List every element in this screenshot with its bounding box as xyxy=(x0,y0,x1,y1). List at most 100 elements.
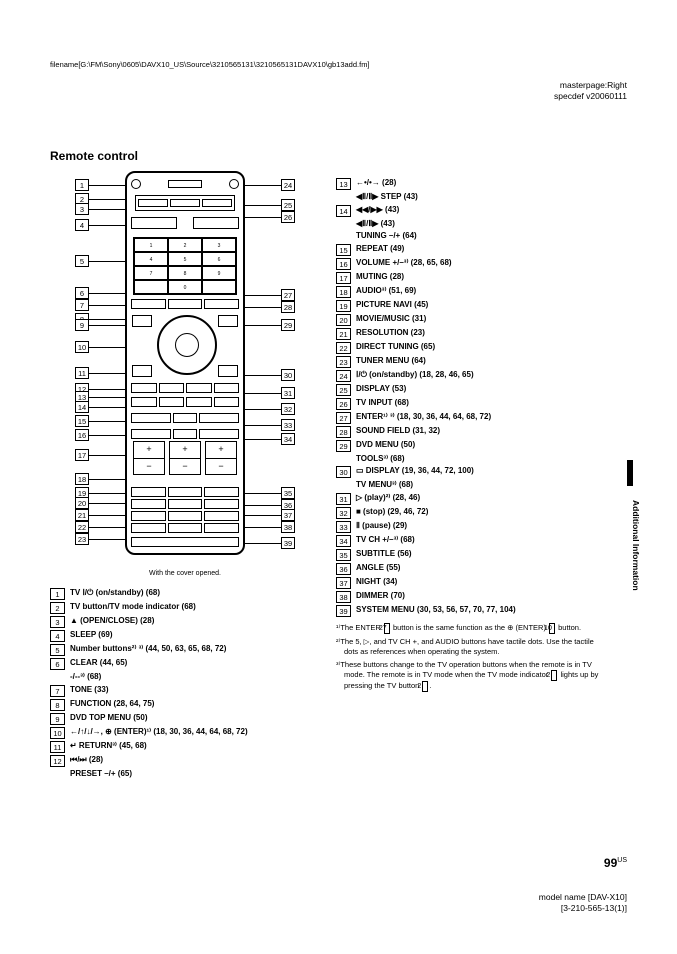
callout-box: 9 xyxy=(75,319,89,331)
leader-line xyxy=(245,425,281,426)
list-item: 35SUBTITLE (56) xyxy=(336,548,606,561)
list-item-sub: ◀Ⅱ/Ⅱ▶ STEP (43) xyxy=(336,191,606,203)
footnote-2: ²⁾The 5, ▷, and TV CH +, and AUDIO butto… xyxy=(336,637,606,657)
callout-box: 35 xyxy=(281,487,295,499)
masterpage: masterpage:Right xyxy=(554,80,627,91)
item-text: TONE (33) xyxy=(70,684,109,696)
item-text: VOLUME +/–³⁾ (28, 65, 68) xyxy=(356,257,452,269)
callout-box: 39 xyxy=(281,537,295,549)
item-number-box: 15 xyxy=(336,244,351,256)
side-section-label: Additional Information xyxy=(631,500,641,591)
list-item: 18AUDIO³⁾ (51, 69) xyxy=(336,285,606,298)
leader-line xyxy=(89,515,125,516)
list-item: 27ENTER¹⁾ ³⁾ (18, 30, 36, 44, 64, 68, 72… xyxy=(336,411,606,424)
callout-box: 26 xyxy=(281,211,295,223)
remote-body: 123 456 789 0 xyxy=(125,171,245,555)
ref-box: 10 xyxy=(549,623,555,634)
list-item: 31▷ (play)²⁾ (28, 46) xyxy=(336,492,606,505)
btn-ctl xyxy=(204,487,239,497)
leader-line xyxy=(245,505,281,506)
item-text: REPEAT (49) xyxy=(356,243,404,255)
callout-box: 30 xyxy=(281,369,295,381)
btn-ctl xyxy=(204,523,239,533)
leader-line xyxy=(245,527,281,528)
file-path: filename[G:\FM\Sony\0605\DAVX10_US\Sourc… xyxy=(50,60,627,69)
item-text: Ⅱ (pause) (29) xyxy=(356,520,407,532)
item-number-box: 19 xyxy=(336,300,351,312)
model-name: model name [DAV-X10] xyxy=(539,892,627,903)
leader-line xyxy=(89,503,125,504)
item-number-box: 10 xyxy=(50,727,65,739)
leader-line xyxy=(245,543,281,544)
item-text: ←•/•→ (28) xyxy=(356,177,396,189)
list-item-sub: TOOLS³⁾ (68) xyxy=(336,453,606,465)
item-text: NIGHT (34) xyxy=(356,576,397,588)
list-item: 17MUTING (28) xyxy=(336,271,606,284)
btn-ctl xyxy=(131,397,157,407)
btn-display xyxy=(218,365,238,377)
footnote-3: ³⁾These buttons change to the TV operati… xyxy=(336,660,606,692)
btn-ctl xyxy=(131,523,166,533)
item-text: FUNCTION (28, 64, 75) xyxy=(70,698,154,710)
footnote-1: ¹⁾The ENTER 27 button is the same functi… xyxy=(336,623,606,634)
btn-ctl xyxy=(199,413,239,423)
leader-line xyxy=(89,373,125,374)
btn-sleep xyxy=(131,217,177,229)
btn-ctl xyxy=(204,511,239,521)
callout-box: 15 xyxy=(75,415,89,427)
callout-box: 21 xyxy=(75,509,89,521)
item-number-box: 33 xyxy=(336,521,351,533)
thumb-tab xyxy=(627,460,633,486)
list-item: 26TV INPUT (68) xyxy=(336,397,606,410)
list-item: 33 Ⅱ (pause) (29) xyxy=(336,520,606,533)
item-number-box: 38 xyxy=(336,591,351,603)
callout-box: 16 xyxy=(75,429,89,441)
list-item: 36 ANGLE (55) xyxy=(336,562,606,575)
item-text: RESOLUTION (23) xyxy=(356,327,425,339)
item-number-box: 36 xyxy=(336,563,351,575)
number-keypad: 123 456 789 0 xyxy=(133,237,237,295)
item-text: ↵ RETURN³⁾ (45, 68) xyxy=(70,740,147,752)
item-text: TUNER MENU (64) xyxy=(356,355,426,367)
item-text: ◀◀/▶▶ (43) xyxy=(356,204,399,216)
item-number-box: 2 xyxy=(50,602,65,614)
leader-line xyxy=(89,319,125,320)
list-item: 2 TV button/TV mode indicator (68) xyxy=(50,601,320,614)
list-item: 30▭ DISPLAY (19, 36, 44, 72, 100) xyxy=(336,465,606,478)
btn-round xyxy=(229,179,239,189)
list-item: 22DIRECT TUNING (65) xyxy=(336,341,606,354)
leader-line xyxy=(89,539,125,540)
callout-box: 25 xyxy=(281,199,295,211)
item-text: TV button/TV mode indicator (68) xyxy=(70,601,196,613)
btn-system-menu xyxy=(131,537,239,547)
list-item: 32■ (stop) (29, 46, 72) xyxy=(336,506,606,519)
dpad xyxy=(157,315,217,375)
btn-small xyxy=(170,199,200,207)
list-item: 19PICTURE NAVI (45) xyxy=(336,299,606,312)
footnotes: ¹⁾The ENTER 27 button is the same functi… xyxy=(336,623,606,692)
btn-ctl xyxy=(131,429,171,439)
item-text: SLEEP (69) xyxy=(70,629,113,641)
btn-ctl xyxy=(168,523,203,533)
item-number-box: 30 xyxy=(336,466,351,478)
item-text: SOUND FIELD (31, 32) xyxy=(356,425,440,437)
item-number-box: 6 xyxy=(50,658,65,670)
item-number-box: 5 xyxy=(50,644,65,656)
btn-ctl xyxy=(186,383,212,393)
item-text: ANGLE (55) xyxy=(356,562,400,574)
item-text: ⏮/⏭ (28) xyxy=(70,754,103,766)
item-text: AUDIO³⁾ (51, 69) xyxy=(356,285,416,297)
item-number-box: 17 xyxy=(336,272,351,284)
item-number-box: 8 xyxy=(50,699,65,711)
leader-line xyxy=(245,393,281,394)
list-item: 1TV Ⅰ/⏻ (on/standby) (68) xyxy=(50,587,320,600)
leader-line xyxy=(245,205,281,206)
leader-line xyxy=(89,325,125,326)
btn-ctl xyxy=(131,413,171,423)
list-item: 21RESOLUTION (23) xyxy=(336,327,606,340)
leader-line xyxy=(245,217,281,218)
leader-line xyxy=(245,439,281,440)
btn-ctl xyxy=(204,499,239,509)
item-number-box: 39 xyxy=(336,605,351,617)
leader-line xyxy=(89,225,125,226)
